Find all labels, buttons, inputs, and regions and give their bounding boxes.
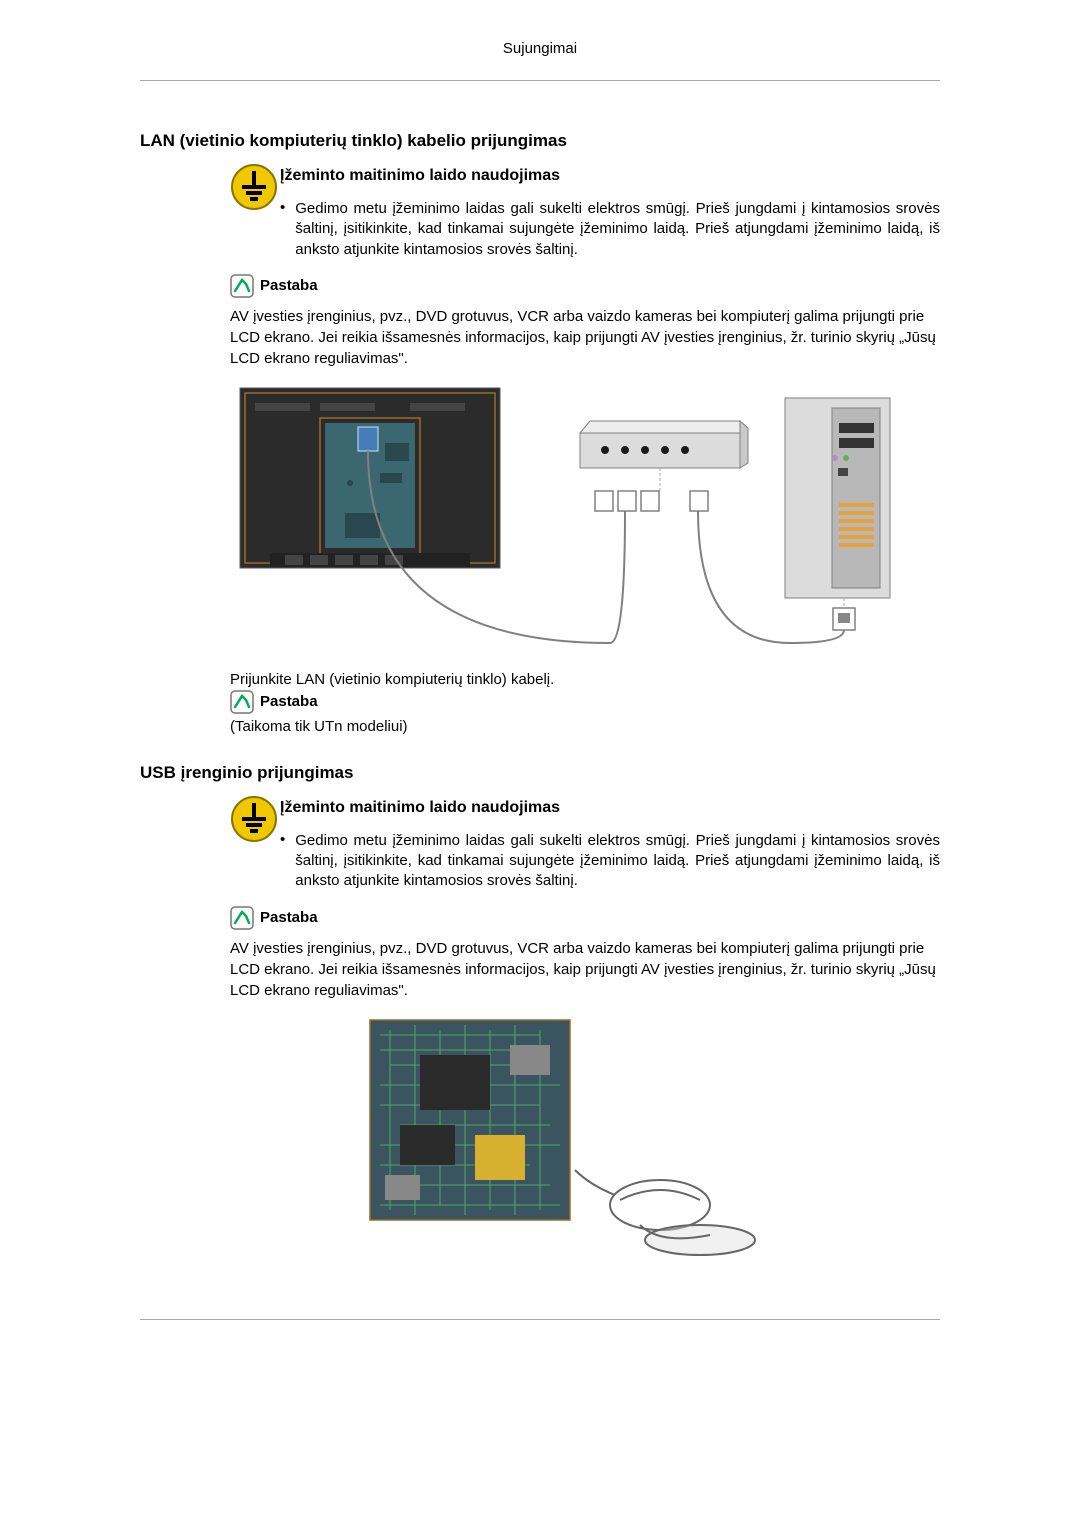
usb-connection-diagram bbox=[360, 1015, 940, 1289]
note-icon bbox=[230, 274, 254, 298]
section1-title: LAN (vietinio kompiuterių tinklo) kabeli… bbox=[140, 131, 940, 151]
section1-note-text: AV įvesties įrenginius, pvz., DVD grotuv… bbox=[230, 306, 940, 369]
section1-caption: Prijunkite LAN (vietinio kompiuterių tin… bbox=[230, 671, 940, 688]
section2-ground-text: Gedimo metu įžeminimo laidas gali sukelt… bbox=[295, 831, 940, 892]
divider-bottom bbox=[140, 1319, 940, 1320]
section1-ground-heading: Įžeminto maitinimo laido naudojimas bbox=[280, 167, 940, 185]
bullet: • bbox=[280, 199, 295, 260]
section2-note-label: Pastaba bbox=[260, 909, 318, 926]
section1-applicable: (Taikoma tik UTn modeliui) bbox=[230, 718, 940, 735]
section2-title: USB įrenginio prijungimas bbox=[140, 763, 940, 783]
lan-connection-diagram bbox=[230, 383, 940, 657]
section1-ground-text: Gedimo metu įžeminimo laidas gali sukelt… bbox=[295, 199, 940, 260]
page-header: Sujungimai bbox=[140, 40, 940, 65]
bullet: • bbox=[280, 831, 295, 892]
ground-icon bbox=[230, 163, 278, 211]
section2-ground-heading: Įžeminto maitinimo laido naudojimas bbox=[280, 799, 940, 817]
note-icon bbox=[230, 906, 254, 930]
ground-icon bbox=[230, 795, 278, 843]
section2-note-text: AV įvesties įrenginius, pvz., DVD grotuv… bbox=[230, 938, 940, 1001]
section1-note-label: Pastaba bbox=[260, 277, 318, 294]
note-icon bbox=[230, 690, 254, 714]
section1-small-note-label: Pastaba bbox=[260, 693, 318, 710]
